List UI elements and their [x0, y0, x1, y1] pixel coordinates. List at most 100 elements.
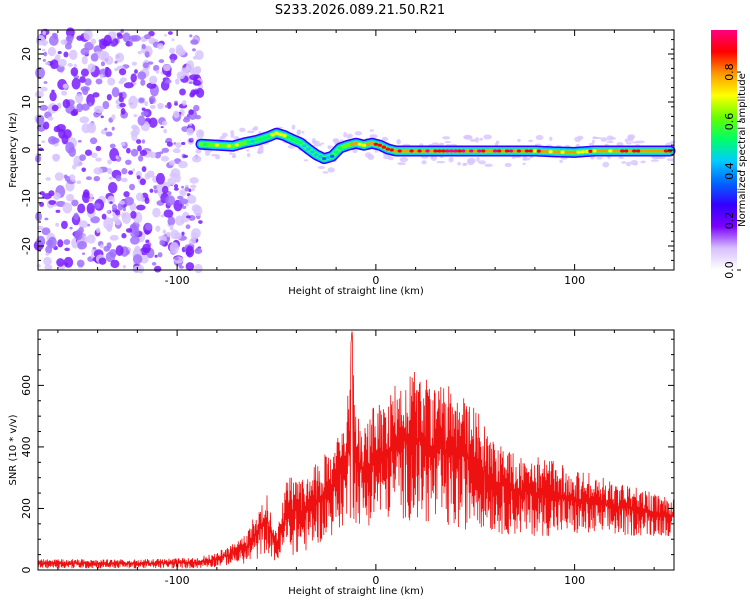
noise-speckle [174, 232, 182, 240]
colorbar: 0.0 0.2 0.4 0.6 0.8 Normalized spectral ampl… [711, 30, 748, 279]
y-tick-label: 400 [20, 436, 33, 457]
noise-speckle [135, 192, 144, 202]
ridge-core-segment [389, 148, 394, 152]
noise-speckle [78, 220, 88, 229]
noise-speckle [132, 254, 143, 265]
noise-speckle [191, 155, 202, 163]
ridge-core-segment [397, 149, 402, 153]
ridge-core-segment [306, 147, 311, 151]
noise-speckle [104, 127, 108, 131]
noise-speckle [157, 43, 164, 50]
haze-speckle [626, 161, 631, 167]
noise-speckle [71, 179, 76, 182]
noise-speckle [192, 79, 202, 86]
ridge-core-segment [532, 149, 538, 153]
noise-speckle [39, 104, 48, 111]
noise-speckle [167, 31, 173, 35]
noise-speckle [77, 240, 87, 250]
noise-speckle [62, 99, 71, 109]
snr-panel: -100 0 100 0 200 400 600 Height of straight li… [8, 329, 675, 597]
noise-speckle [179, 88, 186, 96]
haze-speckle [463, 162, 468, 166]
ridge-core-segment [433, 149, 438, 153]
noise-speckle [52, 154, 60, 162]
noise-speckle [149, 188, 154, 193]
noise-speckle [96, 227, 101, 234]
ridge-core-segment [266, 134, 271, 139]
noise-speckle [68, 49, 78, 61]
snr-ticks: -100 0 100 0 200 400 600 [20, 330, 674, 587]
noise-speckle [129, 183, 136, 191]
ridge-core-segment [492, 149, 498, 153]
noise-speckle [56, 258, 65, 267]
noise-speckle [34, 90, 44, 98]
noise-speckle [89, 193, 94, 198]
noise-speckle [55, 209, 61, 213]
haze-speckle [535, 134, 544, 141]
ridge-core-segment [278, 132, 283, 136]
ridge-core-segment [469, 149, 474, 153]
ridge-core-segment [425, 149, 430, 153]
noise-speckle [185, 245, 195, 258]
noise-speckle [138, 97, 145, 103]
noise-speckle [77, 203, 86, 214]
noise-speckle [98, 257, 107, 265]
colorbar-tick-label: 0.0 [723, 261, 736, 279]
noise-speckle [171, 38, 175, 42]
noise-speckle [82, 252, 86, 255]
ridge-core-segment [413, 149, 418, 153]
haze-speckle [624, 138, 629, 143]
ridge-core-segment [512, 149, 518, 153]
ridge-core-segment [417, 149, 422, 153]
noise-speckle [65, 193, 75, 202]
noise-speckle [41, 227, 51, 236]
haze-speckle [303, 159, 309, 162]
noise-speckle [115, 52, 125, 63]
noise-speckle [120, 77, 127, 82]
noise-speckle [185, 262, 195, 271]
noise-speckle [142, 243, 151, 254]
noise-speckle [140, 79, 146, 86]
noise-speckle [122, 32, 131, 43]
ridge-core-segment [596, 149, 601, 153]
noise-speckle [188, 109, 194, 115]
noise-speckle [90, 152, 98, 159]
noise-speckle [44, 61, 51, 66]
colorbar-gradient [711, 30, 737, 270]
snr-frame [37, 329, 675, 571]
ridge-core-segment [310, 150, 315, 154]
noise-speckle [80, 86, 90, 92]
ridge-core-segment [659, 149, 665, 153]
noise-speckle [79, 116, 90, 124]
noise-speckle [144, 173, 151, 180]
haze-speckle [484, 163, 493, 168]
noise-speckle [114, 218, 121, 226]
noise-speckle-layer [33, 27, 676, 274]
noise-speckle [36, 264, 41, 268]
y-tick-label: -10 [20, 189, 33, 207]
haze-speckle [621, 161, 627, 164]
noise-speckle [105, 131, 113, 137]
noise-speckle [43, 81, 48, 84]
ridge-core-segment [254, 138, 259, 142]
haze-speckle [320, 142, 325, 145]
noise-speckle [166, 231, 171, 238]
noise-speckle [149, 104, 156, 110]
noise-speckle [71, 77, 81, 90]
ridge-core-segment [270, 133, 275, 137]
ridge-core-segment [349, 142, 355, 146]
y-tick-label: 200 [20, 498, 33, 519]
noise-speckle [90, 53, 99, 62]
haze-speckle [198, 130, 204, 137]
ridge-core-segment [230, 144, 235, 148]
ridge-core-segment [651, 149, 657, 153]
noise-speckle [106, 210, 111, 214]
haze-speckle [246, 149, 250, 152]
ridge-core-segment [484, 149, 490, 153]
noise-speckle [139, 254, 149, 264]
noise-speckle [172, 148, 181, 154]
ridge-core-segment [643, 149, 649, 153]
noise-speckle [186, 215, 191, 219]
